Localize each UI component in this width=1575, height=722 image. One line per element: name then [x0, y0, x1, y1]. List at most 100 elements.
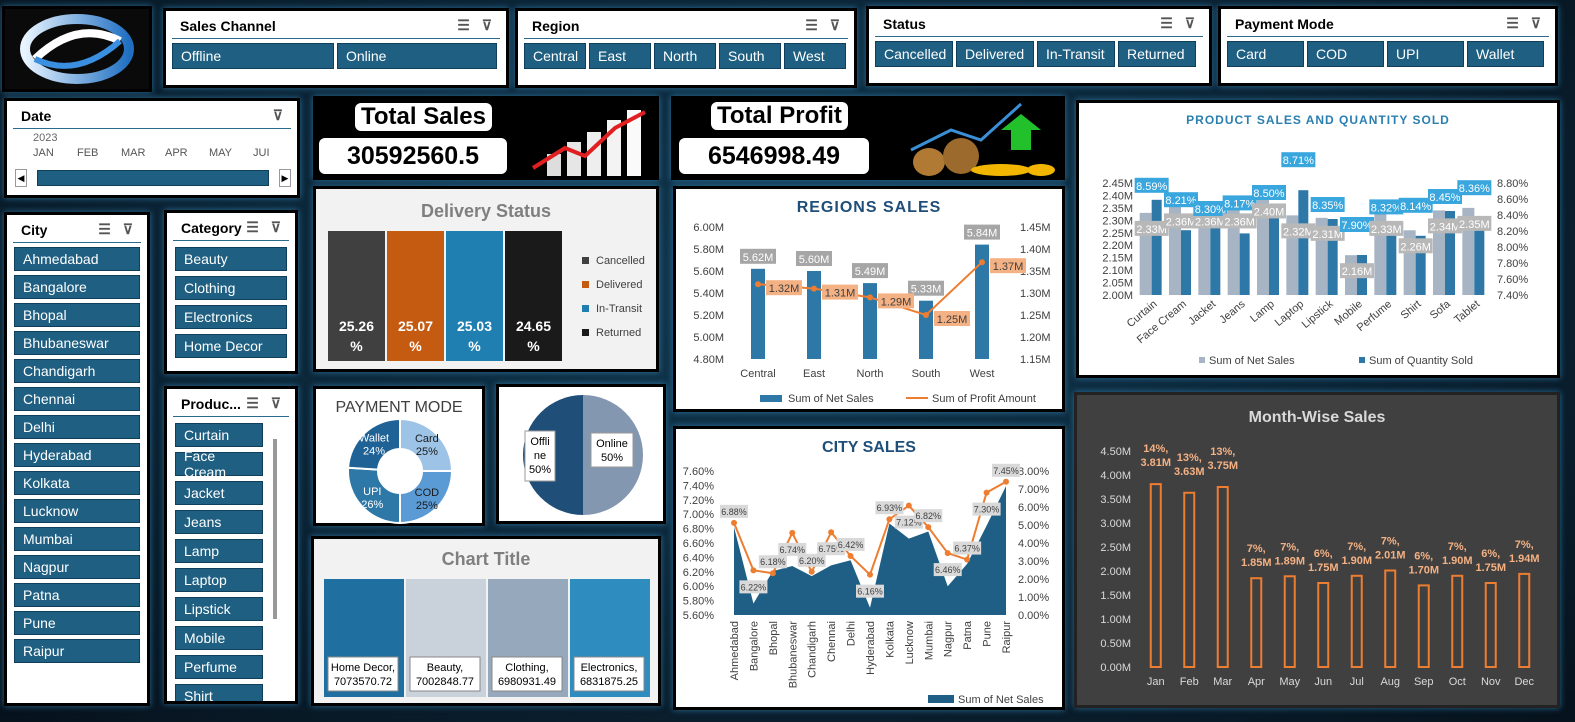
month-label-value: 1.94M	[1509, 553, 1540, 565]
timeline-month[interactable]: MAR	[121, 147, 146, 159]
slicer-item-home-decor[interactable]: Home Decor	[175, 334, 287, 358]
channel-label: Online	[596, 438, 628, 450]
delivery-bar-label-unit: %	[527, 338, 540, 354]
slicer-item-cod[interactable]: COD	[1307, 41, 1384, 67]
category-sales-title: Chart Title	[441, 549, 531, 569]
slicer-item-wallet[interactable]: Wallet	[1467, 41, 1544, 67]
timeline-bar[interactable]	[37, 170, 269, 186]
slicer-item-cancelled[interactable]: Cancelled	[875, 41, 953, 67]
slicer-item-card[interactable]: Card	[1227, 41, 1304, 67]
timeline-scroll-left[interactable]: ◀	[15, 169, 27, 187]
slicer-item-offline[interactable]: Offline	[172, 43, 334, 69]
clear-filter-icon[interactable]: ⊽	[1530, 15, 1541, 31]
clear-filter-icon[interactable]: ⊽	[270, 395, 281, 411]
slicer-item-chennai[interactable]: Chennai	[14, 387, 140, 411]
profit-label-bg	[856, 584, 884, 598]
slicer-item-jacket[interactable]: Jacket	[175, 481, 263, 505]
month-label-value: 3.81M	[1140, 457, 1171, 469]
slicer-item-lipstick[interactable]: Lipstick	[175, 597, 263, 621]
slicer-item-lamp[interactable]: Lamp	[175, 539, 263, 563]
timeline-months: JAN FEB MAR APR MAY JUI	[33, 147, 297, 163]
slicer-item-in-transit[interactable]: In-Transit	[1037, 41, 1115, 67]
slicer-item-bhopal[interactable]: Bhopal	[14, 303, 140, 327]
net-sales-label: 2.36M	[1166, 216, 1197, 228]
multi-select-icon[interactable]: ☰	[457, 17, 470, 33]
legend-label: Delivered	[596, 279, 642, 291]
slicer-item-hyderabad[interactable]: Hyderabad	[14, 443, 140, 467]
slicer-item-laptop[interactable]: Laptop	[175, 568, 263, 592]
slicer-item-bhubaneswar[interactable]: Bhubaneswar	[14, 331, 140, 355]
multi-select-icon[interactable]: ☰	[246, 219, 259, 235]
profit-label: 6.18%	[760, 557, 786, 567]
slicer-item-patna[interactable]: Patna	[14, 583, 140, 607]
multi-select-icon[interactable]: ☰	[1160, 15, 1173, 31]
slicer-item-curtain[interactable]: Curtain	[175, 423, 263, 447]
product-sales-chart: PRODUCT SALES AND QUANTITY SOLD 2.45M 2.4…	[1076, 100, 1560, 378]
slicer-item-mumbai[interactable]: Mumbai	[14, 527, 140, 551]
multi-select-icon[interactable]: ☰	[98, 221, 111, 237]
multi-select-icon[interactable]: ☰	[805, 17, 818, 33]
y-tick: 5.60M	[693, 266, 724, 278]
y-tick: 1.00M	[1100, 614, 1131, 626]
slicer-item-mobile[interactable]: Mobile	[175, 626, 263, 650]
timeline-scroll-right[interactable]: ▶	[279, 169, 291, 187]
slicer-item-perfume[interactable]: Perfume	[175, 655, 263, 679]
clear-filter-icon[interactable]: ⊽	[270, 219, 281, 235]
slicer-item-clothing[interactable]: Clothing	[175, 276, 287, 300]
clear-filter-icon[interactable]: ⊽	[272, 107, 283, 123]
slicer-item-kolkata[interactable]: Kolkata	[14, 471, 140, 495]
slicer-item-ahmedabad[interactable]: Ahmedabad	[14, 247, 140, 271]
clear-filter-icon[interactable]: ⊽	[481, 17, 492, 33]
y-tick: 2.15M	[1102, 253, 1133, 265]
slicer-item-east[interactable]: East	[589, 43, 651, 69]
delivery-bar-label-unit: %	[409, 338, 422, 354]
scrollbar[interactable]	[273, 439, 277, 619]
timeline-month[interactable]: JAN	[33, 147, 54, 159]
x-tick: Oct	[1449, 676, 1466, 688]
profit-label: 7.45%	[993, 466, 1019, 476]
slicer-item-delhi[interactable]: Delhi	[14, 415, 140, 439]
slicer-item-returned[interactable]: Returned	[1118, 41, 1196, 67]
y2-tick: 1.25M	[1020, 310, 1051, 322]
slicer-item-upi[interactable]: UPI	[1387, 41, 1464, 67]
slicer-item-west[interactable]: West	[784, 43, 846, 69]
slicer-item-electronics[interactable]: Electronics	[175, 305, 287, 329]
slicer-item-shirt[interactable]: Shirt	[175, 684, 263, 701]
slicer-item-online[interactable]: Online	[337, 43, 497, 69]
clear-filter-icon[interactable]: ⊽	[829, 17, 840, 33]
slicer-item-beauty[interactable]: Beauty	[175, 247, 287, 271]
slicer-item-pune[interactable]: Pune	[14, 611, 140, 635]
slicer-item-face-cream[interactable]: Face Cream	[175, 448, 263, 480]
y2-tick: 3.00%	[1018, 556, 1049, 568]
clear-filter-icon[interactable]: ⊽	[122, 221, 133, 237]
slicer-item-lucknow[interactable]: Lucknow	[14, 499, 140, 523]
month-sales-plot: 4.50M 4.00M 3.50M 3.00M 2.50M 2.00M 1.50M 1.00M…	[1100, 443, 1540, 688]
x-tick: Jun	[1314, 676, 1332, 688]
month-label-value: 1.70M	[1408, 564, 1439, 576]
slicer-item-nagpur[interactable]: Nagpur	[14, 555, 140, 579]
slicer-item-bangalore[interactable]: Bangalore	[14, 275, 140, 299]
slicer-item-north[interactable]: North	[654, 43, 716, 69]
x-tick: Apr	[1248, 676, 1265, 688]
slicer-item-central[interactable]: Central	[524, 43, 586, 69]
slicer-item-jeans[interactable]: Jeans	[175, 510, 263, 534]
slicer-item-raipur[interactable]: Raipur	[14, 639, 140, 663]
multi-select-icon[interactable]: ☰	[1506, 15, 1519, 31]
slicer-item-south[interactable]: South	[719, 43, 781, 69]
multi-select-icon[interactable]: ☰	[246, 395, 259, 411]
timeline-month[interactable]: FEB	[77, 147, 99, 159]
y-tick: 6.80%	[683, 524, 714, 536]
clear-filter-icon[interactable]: ⊽	[1184, 15, 1195, 31]
slicer-item-delivered[interactable]: Delivered	[956, 41, 1034, 67]
channel-label: ne	[534, 450, 546, 462]
slicer-item-chandigarh[interactable]: Chandigarh	[14, 359, 140, 383]
month-bar	[1149, 483, 1162, 669]
y-tick: 5.80M	[693, 244, 724, 256]
category-label-bg	[327, 656, 399, 692]
timeline-month[interactable]: APR	[165, 147, 188, 159]
profit-point	[731, 519, 737, 526]
timeline-month[interactable]: MAY	[209, 147, 233, 159]
month-label-value: 2.01M	[1375, 550, 1406, 562]
quantity-label-bg	[1134, 177, 1169, 193]
timeline-month[interactable]: JUI	[253, 147, 270, 159]
